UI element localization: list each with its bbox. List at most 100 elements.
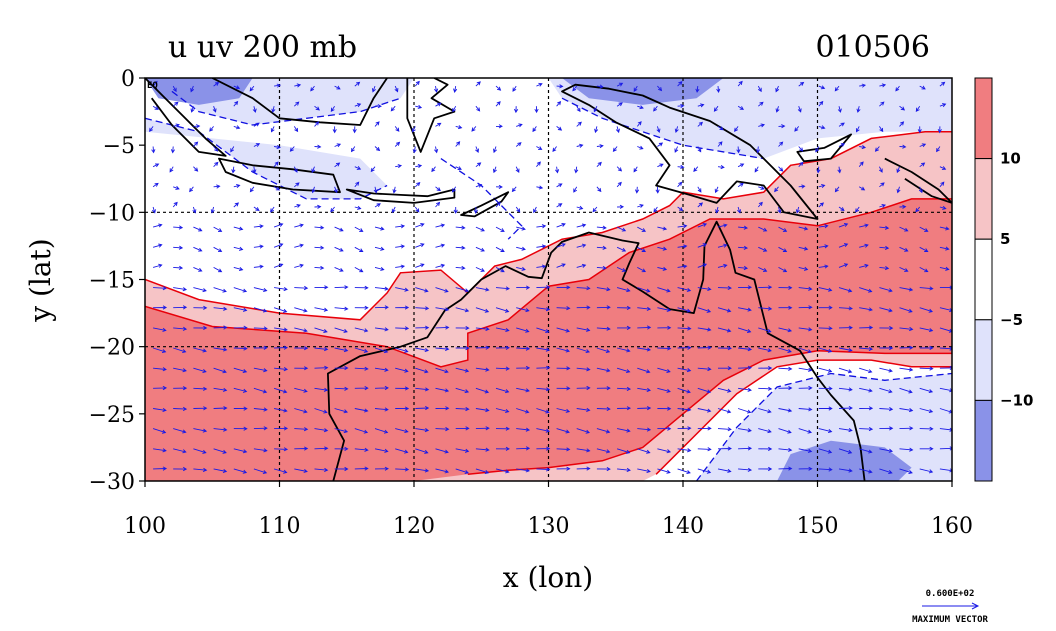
wind-vector — [253, 426, 268, 431]
wind-vector — [253, 326, 268, 331]
wind-vector — [556, 408, 571, 413]
wind-vector — [657, 367, 671, 373]
wind-vector — [596, 448, 611, 454]
wind-vector — [859, 448, 873, 454]
wind-vector — [193, 325, 208, 330]
wind-vector — [193, 467, 208, 473]
wind-vector — [879, 367, 893, 373]
wind-vector — [879, 468, 893, 474]
colorbar-bin — [974, 158, 993, 240]
wind-vector — [212, 106, 217, 113]
wind-vector — [818, 448, 833, 454]
wind-vector — [778, 327, 793, 333]
wind-vector — [879, 245, 890, 251]
wind-vector — [838, 243, 849, 248]
wind-vector — [919, 345, 934, 350]
wind-vector — [294, 243, 304, 248]
wind-vector — [737, 206, 742, 214]
wind-vector — [677, 81, 683, 87]
wind-vector — [516, 387, 530, 393]
wind-vector — [895, 85, 900, 92]
wind-vector — [495, 85, 502, 91]
wind-vector — [859, 387, 873, 393]
wind-vector — [838, 406, 853, 411]
wind-vector — [270, 206, 275, 213]
wind-vector — [495, 226, 505, 232]
wind-vector — [475, 387, 490, 394]
wind-vector — [495, 124, 503, 129]
wind-vector — [576, 347, 590, 354]
wind-vector — [334, 266, 344, 272]
wind-vector — [879, 83, 887, 88]
wind-vector — [536, 387, 551, 392]
wind-vector — [915, 206, 921, 213]
wind-vector — [859, 145, 867, 150]
wind-vector — [816, 166, 821, 174]
wind-vector — [697, 222, 708, 228]
wind-vector — [838, 222, 849, 228]
contour-negative-1 — [145, 117, 388, 200]
wind-vector — [495, 267, 505, 273]
wind-vector — [274, 367, 289, 372]
wind-vector — [738, 285, 753, 290]
wind-vector — [838, 306, 853, 311]
vector-reference-arrowhead — [971, 602, 980, 610]
wind-vector — [213, 448, 227, 454]
x-tick-label: 140 — [662, 514, 704, 539]
wind-vector — [818, 467, 833, 472]
x-tick-label: 150 — [797, 514, 839, 539]
wind-vector — [879, 101, 885, 107]
wind-vector — [576, 205, 584, 210]
wind-vector — [536, 347, 551, 352]
wind-vector — [878, 166, 883, 173]
wind-vector — [415, 287, 429, 293]
wind-vector — [697, 202, 704, 208]
wind-vector — [536, 161, 541, 167]
wind-vector — [233, 226, 244, 231]
wind-vector — [899, 447, 914, 452]
x-tick-label: 110 — [259, 514, 301, 539]
wind-vector — [354, 386, 369, 391]
wind-vector — [213, 347, 228, 352]
wind-vector — [233, 346, 248, 351]
wind-vector — [556, 183, 563, 188]
wind-vector — [616, 287, 631, 293]
wind-vector — [172, 101, 179, 107]
wind-vector — [453, 207, 458, 214]
wind-vector — [617, 386, 632, 392]
wind-vector — [717, 446, 732, 451]
wind-vector — [612, 146, 618, 152]
wind-vector — [354, 447, 369, 452]
contour-positive-3 — [467, 349, 952, 476]
wind-vector — [919, 446, 934, 451]
x-tick-label: 100 — [124, 514, 166, 539]
wind-vector — [536, 327, 550, 333]
wind-vector — [374, 428, 389, 434]
wind-vector — [414, 206, 420, 213]
wind-vector — [271, 106, 276, 113]
x-axis: 100 110 120 130 140 150 160 — [124, 481, 973, 539]
wind-vector — [697, 387, 712, 394]
wind-vector — [838, 387, 853, 392]
wind-vector — [274, 83, 282, 88]
x-axis-label: x (lon) — [503, 561, 593, 594]
wind-vector — [435, 325, 450, 330]
wind-vector — [915, 105, 921, 112]
wind-vector — [576, 407, 591, 413]
wind-vector — [435, 122, 442, 127]
wind-vector — [838, 287, 853, 293]
wind-vector — [190, 85, 195, 93]
wind-vector — [334, 428, 349, 434]
wind-vector — [738, 245, 749, 250]
wind-vector — [374, 246, 385, 251]
wind-vector — [475, 408, 490, 413]
contour-negative-5 — [440, 158, 523, 240]
wind-vector — [153, 385, 168, 391]
wind-vector — [637, 105, 644, 110]
wind-vector — [231, 166, 236, 174]
wind-vector — [213, 246, 223, 253]
wind-vector — [354, 305, 369, 310]
wind-vector — [556, 386, 571, 391]
wind-vector — [573, 186, 578, 193]
wind-vector — [213, 306, 228, 311]
